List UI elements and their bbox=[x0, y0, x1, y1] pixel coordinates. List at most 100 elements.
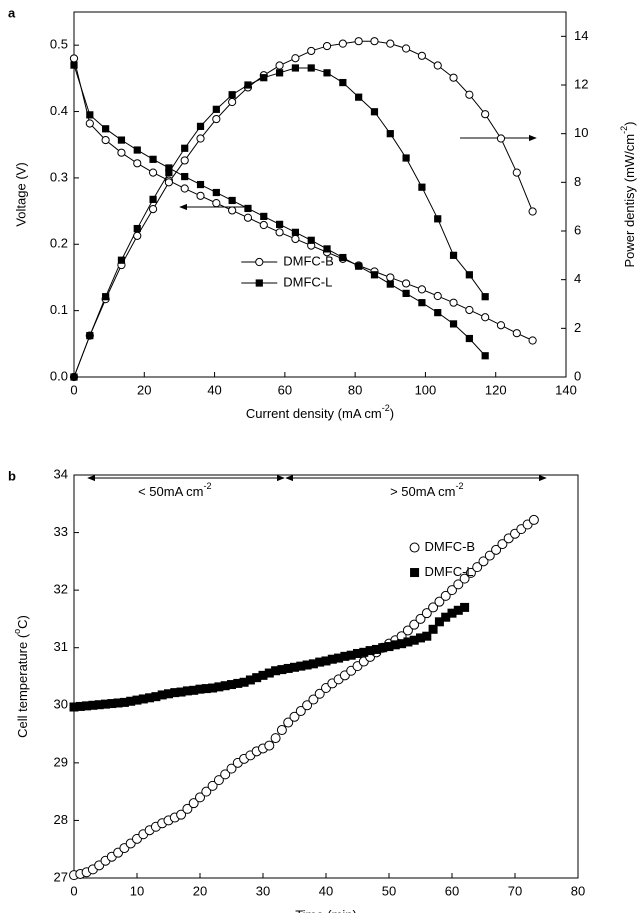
data-point bbox=[260, 212, 268, 220]
data-point bbox=[315, 657, 325, 667]
data-point bbox=[415, 613, 426, 624]
data-point bbox=[481, 110, 490, 119]
annotation-text: < 50mA cm bbox=[138, 485, 203, 500]
data-point bbox=[228, 206, 237, 215]
data-point bbox=[212, 114, 221, 124]
data-point bbox=[465, 305, 474, 315]
data-point bbox=[449, 298, 458, 307]
data-point bbox=[213, 775, 224, 786]
plot-frame bbox=[73, 474, 579, 879]
y-tick-label: 0.0 bbox=[50, 368, 68, 383]
data-point bbox=[132, 695, 142, 705]
data-point bbox=[449, 251, 458, 259]
data-point bbox=[481, 313, 490, 322]
annotation-sup: -2 bbox=[455, 482, 463, 492]
data-point bbox=[275, 220, 284, 228]
x-tick-label: 10 bbox=[130, 883, 144, 898]
x-tick-label: 50 bbox=[382, 883, 396, 898]
data-point bbox=[101, 135, 110, 145]
data-point bbox=[164, 689, 173, 699]
x-tick-label: 80 bbox=[571, 883, 585, 898]
data-point bbox=[70, 61, 78, 69]
data-point bbox=[75, 701, 85, 711]
data-point bbox=[447, 608, 457, 618]
data-point bbox=[276, 725, 287, 736]
legend-marker bbox=[410, 568, 420, 578]
data-point bbox=[453, 579, 464, 590]
data-point bbox=[370, 108, 379, 116]
data-point bbox=[291, 234, 300, 244]
data-point bbox=[422, 631, 432, 641]
data-point bbox=[339, 78, 347, 87]
x-axis-label-part: -2 bbox=[382, 403, 390, 413]
data-point bbox=[428, 602, 439, 613]
data-point bbox=[434, 309, 442, 317]
data-point bbox=[102, 125, 110, 133]
data-point bbox=[295, 706, 306, 717]
data-point bbox=[386, 39, 395, 48]
data-point bbox=[465, 334, 473, 343]
data-point bbox=[459, 573, 470, 584]
y2-axis-label-part: Power dentisy (mW/cm bbox=[622, 134, 637, 268]
data-point bbox=[69, 702, 79, 712]
legend-label: DMFC-L bbox=[283, 274, 332, 289]
data-point bbox=[338, 39, 347, 48]
data-point bbox=[418, 183, 426, 191]
data-point bbox=[302, 660, 312, 670]
y-axis-label: Voltage (V) bbox=[13, 162, 28, 226]
data-point bbox=[321, 656, 331, 666]
data-point bbox=[207, 780, 218, 791]
y-tick-label: 31 bbox=[54, 639, 68, 654]
data-point bbox=[497, 539, 508, 550]
data-point bbox=[201, 684, 211, 694]
data-point bbox=[181, 144, 189, 152]
x-axis-label-part: ) bbox=[390, 406, 394, 421]
data-point bbox=[243, 213, 253, 222]
data-point bbox=[528, 207, 537, 216]
data-point bbox=[322, 41, 332, 51]
data-point bbox=[182, 686, 192, 696]
data-point bbox=[208, 683, 218, 693]
y2-tick-label: 10 bbox=[574, 125, 588, 140]
data-point bbox=[220, 681, 230, 691]
data-point bbox=[233, 678, 243, 688]
data-point bbox=[370, 271, 379, 279]
data-point bbox=[149, 195, 157, 203]
data-point bbox=[239, 677, 249, 687]
x-tick-label: 80 bbox=[348, 382, 362, 397]
y-tick-label: 0.2 bbox=[50, 236, 68, 251]
data-point bbox=[327, 654, 337, 664]
data-point bbox=[117, 148, 126, 157]
data-point bbox=[449, 320, 458, 328]
data-point bbox=[491, 544, 502, 555]
x-tick-label: 30 bbox=[256, 883, 270, 898]
data-point bbox=[481, 352, 489, 360]
data-point bbox=[465, 90, 474, 99]
data-point bbox=[165, 169, 173, 177]
data-point bbox=[409, 619, 420, 630]
y2-tick-label: 14 bbox=[574, 28, 588, 43]
data-point bbox=[212, 199, 221, 208]
data-point bbox=[339, 253, 347, 262]
data-point bbox=[188, 798, 199, 809]
data-point bbox=[196, 122, 205, 130]
y-axis-label-part: C) bbox=[15, 615, 30, 629]
y-tick-label: 29 bbox=[54, 754, 68, 769]
data-point bbox=[176, 809, 187, 820]
y-tick-label: 32 bbox=[54, 582, 68, 597]
legend-label: DMFC-L bbox=[425, 564, 474, 579]
y2-tick-label: 0 bbox=[574, 368, 581, 383]
data-point bbox=[472, 562, 483, 573]
data-point bbox=[196, 191, 205, 200]
x-tick-label: 40 bbox=[207, 382, 221, 397]
data-point bbox=[70, 373, 78, 381]
data-point bbox=[102, 293, 110, 301]
data-point bbox=[386, 280, 394, 288]
data-point bbox=[386, 130, 394, 138]
data-point bbox=[101, 699, 110, 709]
data-point bbox=[133, 146, 141, 154]
data-point bbox=[308, 694, 319, 705]
y2-axis-label: Power dentisy (mW/cm-2) bbox=[619, 122, 637, 268]
data-point bbox=[512, 168, 521, 177]
